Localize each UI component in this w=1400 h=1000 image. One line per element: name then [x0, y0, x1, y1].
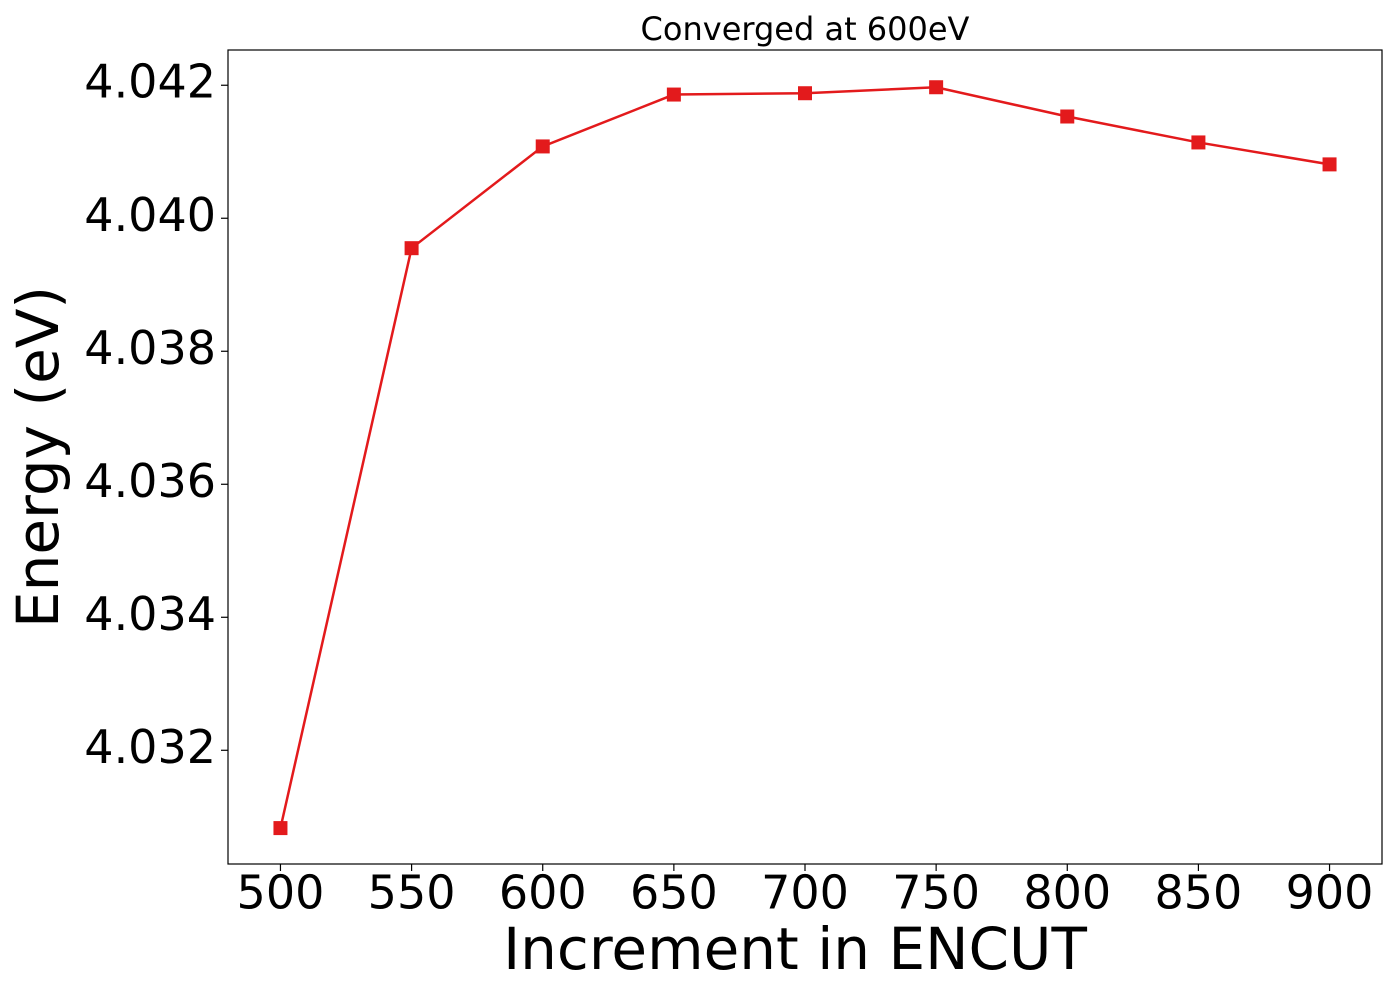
- x-tick-label: 850: [1155, 866, 1243, 920]
- x-tick-label: 700: [761, 866, 849, 920]
- x-tick-label: 550: [368, 866, 456, 920]
- x-tick-label: 600: [499, 866, 587, 920]
- y-tick-label: 4.042: [84, 55, 216, 109]
- data-marker: [666, 87, 681, 102]
- y-tick-label: 4.040: [84, 188, 216, 242]
- y-tick-label: 4.034: [84, 587, 216, 641]
- y-axis-label: Energy (eV): [4, 286, 72, 628]
- y-tick-label: 4.038: [84, 321, 216, 375]
- data-marker: [404, 241, 419, 256]
- y-tick-label: 4.036: [84, 454, 216, 508]
- x-tick-label: 800: [1023, 866, 1111, 920]
- y-tick-label: 4.032: [84, 720, 216, 774]
- x-tick-label: 650: [630, 866, 718, 920]
- data-marker: [535, 139, 550, 154]
- chart-title: Converged at 600eV: [641, 10, 970, 48]
- x-axis-label: Increment in ENCUT: [503, 915, 1087, 983]
- data-marker: [798, 86, 812, 101]
- data-marker: [273, 821, 288, 836]
- x-tick-label: 750: [892, 866, 980, 920]
- data-marker: [1191, 135, 1206, 150]
- data-marker: [1322, 157, 1337, 172]
- data-marker: [929, 80, 944, 95]
- data-line: [279, 85, 1330, 829]
- plot-frame: [227, 49, 1383, 865]
- x-tick-label: 500: [237, 866, 325, 920]
- data-marker: [1060, 109, 1075, 124]
- x-tick-label: 900: [1286, 866, 1374, 920]
